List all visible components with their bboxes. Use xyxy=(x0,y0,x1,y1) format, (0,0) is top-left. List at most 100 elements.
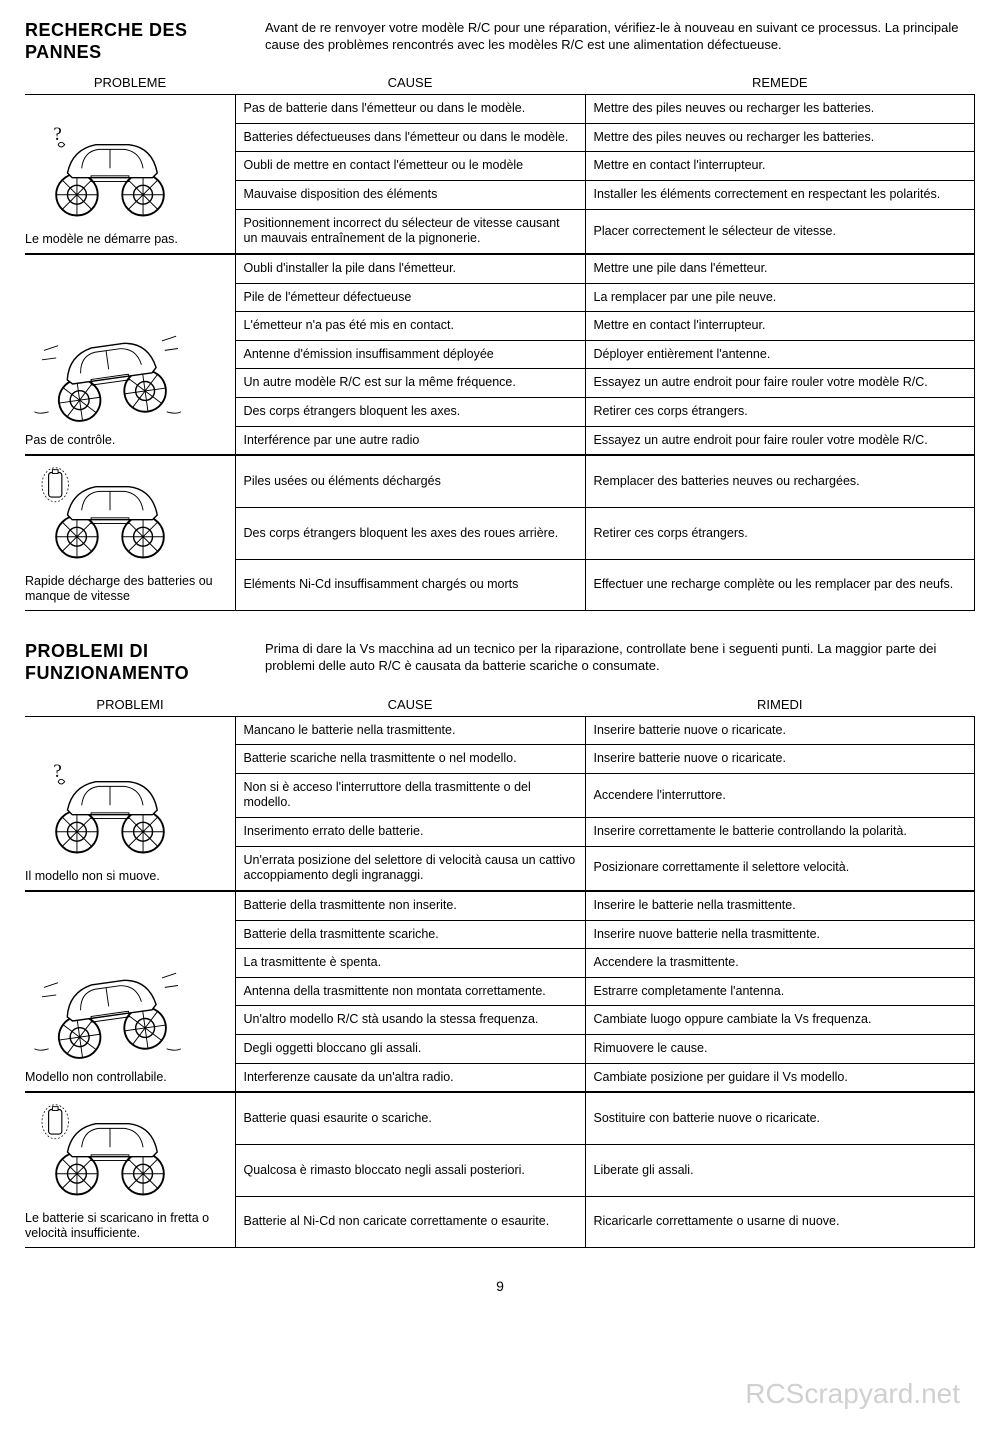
truck-illustration-battery xyxy=(25,460,195,570)
remedy-cell: Rimuovere le cause. xyxy=(585,1035,975,1064)
section-intro: Avant de re renvoyer votre modèle R/C po… xyxy=(265,20,975,54)
cause-cell: Mauvaise disposition des éléments xyxy=(235,181,585,210)
problem-caption: Rapide décharge des batteries ou manque … xyxy=(25,574,229,604)
problem-cell: Le batterie si scaricano in fretta o vel… xyxy=(25,1092,235,1248)
remedy-cell: Liberate gli assali. xyxy=(585,1145,975,1197)
cause-cell: Degli oggetti bloccano gli assali. xyxy=(235,1035,585,1064)
remedy-cell: Mettre une pile dans l'émetteur. xyxy=(585,254,975,283)
remedy-cell: Inserire le batterie nella trasmittente. xyxy=(585,891,975,920)
remedy-cell: Accendere la trasmittente. xyxy=(585,949,975,978)
cause-cell: Piles usées ou éléments déchargés xyxy=(235,455,585,507)
remedy-cell: Mettre en contact l'interrupteur. xyxy=(585,312,975,341)
cause-cell: Positionnement incorrect du sélecteur de… xyxy=(235,209,585,254)
problem-caption: Le modèle ne démarre pas. xyxy=(25,232,229,247)
table-row: Modello non controllabile. Batterie dell… xyxy=(25,891,975,920)
problem-caption: Le batterie si scaricano in fretta o vel… xyxy=(25,1211,229,1241)
cause-cell: Mancano le batterie nella trasmittente. xyxy=(235,716,585,745)
remedy-cell: Effectuer une recharge complète ou les r… xyxy=(585,559,975,611)
problem-cell: Pas de contrôle. xyxy=(25,254,235,455)
table-row: Pas de contrôle. Oubli d'installer la pi… xyxy=(25,254,975,283)
remedy-cell: Cambiate posizione per guidare il Vs mod… xyxy=(585,1063,975,1092)
troubleshoot-table: PROBLEME CAUSE REMEDE Le modèle ne démar… xyxy=(25,71,975,611)
cause-cell: Non si è acceso l'interruttore della tra… xyxy=(235,773,585,817)
cause-cell: Batterie quasi esaurite o scariche. xyxy=(235,1092,585,1144)
troubleshoot-section: RECHERCHE DES PANNES Avant de re renvoye… xyxy=(25,20,975,611)
remedy-cell: Inserire nuove batterie nella trasmitten… xyxy=(585,920,975,949)
cause-cell: Des corps étrangers bloquent les axes de… xyxy=(235,508,585,560)
remedy-cell: Ricaricarle correttamente o usarne di nu… xyxy=(585,1196,975,1248)
remedy-cell: Déployer entièrement l'antenne. xyxy=(585,340,975,369)
remedy-cell: Essayez un autre endroit pour faire roul… xyxy=(585,426,975,455)
header-problem: PROBLEME xyxy=(25,71,235,95)
remedy-cell: Remplacer des batteries neuves ou rechar… xyxy=(585,455,975,507)
cause-cell: Pile de l'émetteur défectueuse xyxy=(235,283,585,312)
problem-caption: Pas de contrôle. xyxy=(25,433,229,448)
remedy-cell: Posizionare correttamente il selettore v… xyxy=(585,846,975,891)
cause-cell: L'émetteur n'a pas été mis en contact. xyxy=(235,312,585,341)
section-title: RECHERCHE DES PANNES xyxy=(25,20,235,63)
remedy-cell: Sostituire con batterie nuove o ricarica… xyxy=(585,1092,975,1144)
page-number: 9 xyxy=(25,1278,975,1294)
troubleshoot-section: PROBLEMI DI FUNZIONAMENTO Prima di dare … xyxy=(25,641,975,1248)
remedy-cell: Inserire correttamente le batterie contr… xyxy=(585,818,975,847)
remedy-cell: Accendere l'interruttore. xyxy=(585,773,975,817)
remedy-cell: Retirer ces corps étrangers. xyxy=(585,508,975,560)
cause-cell: Eléments Ni-Cd insuffisamment chargés ou… xyxy=(235,559,585,611)
table-row: Le modèle ne démarre pas. Pas de batteri… xyxy=(25,95,975,124)
table-row: Il modello non si muove. Mancano le batt… xyxy=(25,716,975,745)
remedy-cell: Cambiate luogo oppure cambiate la Vs fre… xyxy=(585,1006,975,1035)
troubleshoot-table: PROBLEMI CAUSE RIMEDI Il modello non si … xyxy=(25,693,975,1249)
problem-cell: Modello non controllabile. xyxy=(25,891,235,1092)
remedy-cell: Estrarre completamente l'antenna. xyxy=(585,977,975,1006)
header-cause: CAUSE xyxy=(235,693,585,717)
remedy-cell: Inserire batterie nuove o ricaricate. xyxy=(585,716,975,745)
table-row: Le batterie si scaricano in fretta o vel… xyxy=(25,1092,975,1144)
cause-cell: Pas de batterie dans l'émetteur ou dans … xyxy=(235,95,585,124)
cause-cell: Des corps étrangers bloquent les axes. xyxy=(235,398,585,427)
cause-cell: Batterie della trasmittente scariche. xyxy=(235,920,585,949)
header-cause: CAUSE xyxy=(235,71,585,95)
truck-illustration-battery xyxy=(25,1097,195,1207)
cause-cell: Qualcosa è rimasto bloccato negli assali… xyxy=(235,1145,585,1197)
problem-cell: Le modèle ne démarre pas. xyxy=(25,95,235,254)
cause-cell: Batterie al Ni-Cd non caricate correttam… xyxy=(235,1196,585,1248)
truck-illustration-question xyxy=(25,118,195,228)
remedy-cell: Placer correctement le sélecteur de vite… xyxy=(585,209,975,254)
section-intro: Prima di dare la Vs macchina ad un tecni… xyxy=(265,641,975,675)
cause-cell: Un'errata posizione del selettore di vel… xyxy=(235,846,585,891)
cause-cell: Oubli d'installer la pile dans l'émetteu… xyxy=(235,254,585,283)
problem-cell: Rapide décharge des batteries ou manque … xyxy=(25,455,235,611)
cause-cell: Interférence par une autre radio xyxy=(235,426,585,455)
truck-illustration-wild xyxy=(25,956,195,1066)
remedy-cell: Installer les éléments correctement en r… xyxy=(585,181,975,210)
truck-illustration-question xyxy=(25,755,195,865)
section-title: PROBLEMI DI FUNZIONAMENTO xyxy=(25,641,235,684)
table-row: Rapide décharge des batteries ou manque … xyxy=(25,455,975,507)
cause-cell: Antenne d'émission insuffisamment déploy… xyxy=(235,340,585,369)
remedy-cell: Mettre en contact l'interrupteur. xyxy=(585,152,975,181)
cause-cell: Un'altro modello R/C stà usando la stess… xyxy=(235,1006,585,1035)
header-remedy: REMEDE xyxy=(585,71,975,95)
remedy-cell: Essayez un autre endroit pour faire roul… xyxy=(585,369,975,398)
cause-cell: Batterie scariche nella trasmittente o n… xyxy=(235,745,585,774)
problem-caption: Modello non controllabile. xyxy=(25,1070,229,1085)
cause-cell: Inserimento errato delle batterie. xyxy=(235,818,585,847)
problem-cell: Il modello non si muove. xyxy=(25,716,235,891)
header-problem: PROBLEMI xyxy=(25,693,235,717)
remedy-cell: Mettre des piles neuves ou recharger les… xyxy=(585,95,975,124)
cause-cell: Interferenze causate da un'altra radio. xyxy=(235,1063,585,1092)
remedy-cell: Inserire batterie nuove o ricaricate. xyxy=(585,745,975,774)
watermark: RCScrapyard.net xyxy=(745,1378,960,1410)
cause-cell: Oubli de mettre en contact l'émetteur ou… xyxy=(235,152,585,181)
cause-cell: Un autre modèle R/C est sur la même fréq… xyxy=(235,369,585,398)
remedy-cell: Mettre des piles neuves ou recharger les… xyxy=(585,123,975,152)
header-remedy: RIMEDI xyxy=(585,693,975,717)
remedy-cell: La remplacer par une pile neuve. xyxy=(585,283,975,312)
cause-cell: La trasmittente è spenta. xyxy=(235,949,585,978)
remedy-cell: Retirer ces corps étrangers. xyxy=(585,398,975,427)
cause-cell: Antenna della trasmittente non montata c… xyxy=(235,977,585,1006)
problem-caption: Il modello non si muove. xyxy=(25,869,229,884)
cause-cell: Batterie della trasmittente non inserite… xyxy=(235,891,585,920)
cause-cell: Batteries défectueuses dans l'émetteur o… xyxy=(235,123,585,152)
truck-illustration-wild xyxy=(25,319,195,429)
